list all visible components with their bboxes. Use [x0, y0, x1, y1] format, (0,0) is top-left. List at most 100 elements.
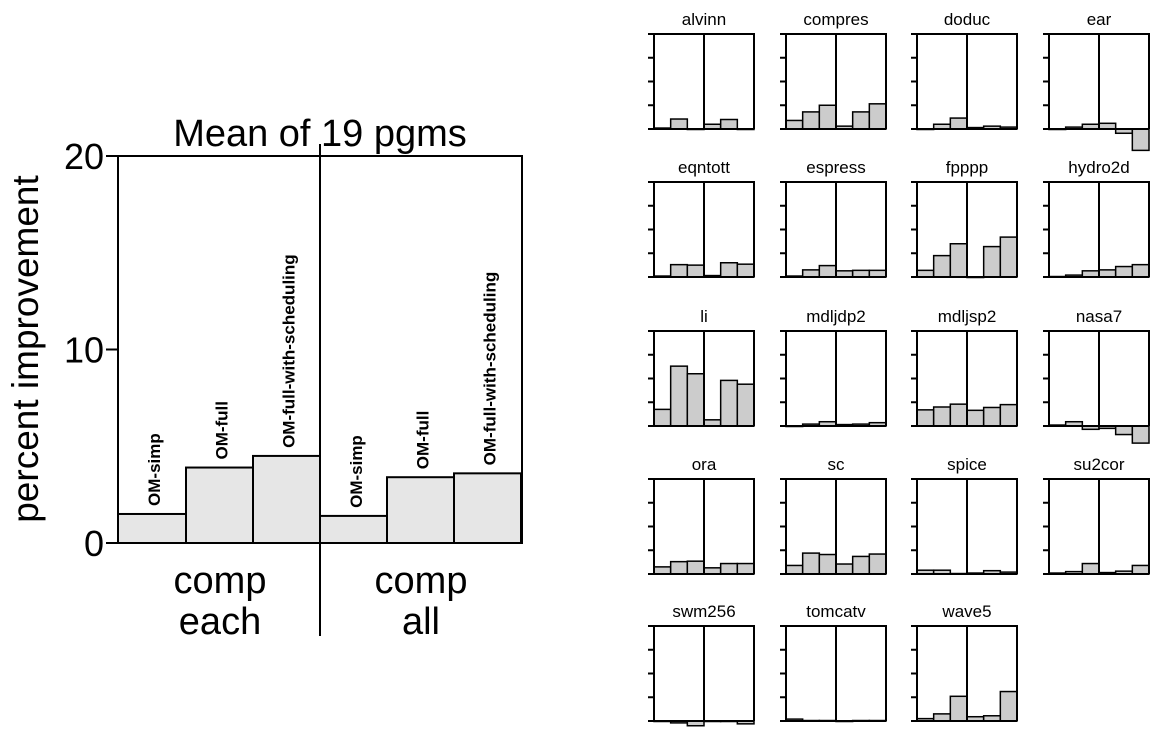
y-tick-label: 10 [64, 330, 104, 371]
panel-bar [868, 553, 887, 575]
group-label: all [402, 601, 440, 643]
panel-title: spice [947, 455, 987, 474]
panel-nasa7: nasa7 [1043, 307, 1150, 444]
bar-label: OM-simp [347, 435, 366, 508]
panel-bar [686, 264, 705, 278]
bar-label: OM-full-with-scheduling [481, 272, 500, 466]
panel-bar [818, 104, 837, 130]
panel-title: ear [1087, 10, 1112, 29]
panel-bar [669, 263, 689, 278]
panel-doduc: doduc [911, 10, 1018, 131]
panel-bar [949, 243, 968, 278]
panel-bar [932, 713, 952, 722]
panel-bar [851, 555, 871, 575]
panel-bar [999, 236, 1018, 278]
panel-bar [949, 403, 968, 427]
panel-bar [835, 563, 854, 575]
group-label: comp [375, 560, 468, 602]
bar-label: OM-full [414, 411, 433, 470]
panel-title: swm256 [672, 602, 735, 621]
panel-hydro2d: hydro2d [1043, 158, 1150, 278]
panel-title: espress [806, 158, 866, 177]
panel-bar [719, 118, 739, 130]
panel-title: doduc [944, 10, 991, 29]
panel-wave5: wave5 [911, 602, 1018, 722]
panel-bar [818, 553, 837, 575]
panel-bar [669, 560, 689, 575]
panel-bar [736, 562, 755, 575]
panel-bar [801, 111, 821, 130]
bar-label: OM-simp [145, 433, 164, 506]
panel-bar [916, 409, 935, 427]
panel-title: hydro2d [1068, 158, 1129, 177]
panel-compres: compres [780, 10, 887, 130]
panel-title: li [700, 307, 708, 326]
panel-fpppp: fpppp [911, 158, 1018, 279]
panel-bar [785, 564, 804, 575]
y-axis-ticks: 0 10 20 [64, 136, 118, 564]
group-label: comp [174, 560, 267, 602]
panel-bar [1114, 425, 1134, 436]
panel-bar [982, 245, 1002, 278]
panel-bar [686, 373, 705, 427]
panel-bar [999, 403, 1018, 427]
panel-title: su2cor [1073, 455, 1124, 474]
panel-bar [966, 409, 985, 427]
panel-mdljsp2: mdljsp2 [911, 307, 1018, 427]
panel-bar [719, 262, 739, 278]
panel-ora: ora [648, 455, 755, 575]
panel-spice: spice [911, 455, 1018, 575]
panel-bar [686, 560, 705, 575]
panel-eqntott: eqntott [648, 158, 755, 278]
panel-bar [801, 269, 821, 278]
panel-title: compres [803, 10, 868, 29]
panel-bar [949, 117, 968, 130]
panel-alvinn: alvinn [648, 10, 755, 131]
panel-bar [932, 254, 952, 278]
main-bar [252, 454, 321, 544]
panel-bar [1114, 265, 1134, 278]
panel-bar [719, 379, 739, 427]
panel-title: wave5 [941, 602, 991, 621]
panel-swm256: swm256 [648, 602, 755, 727]
panel-bar [1081, 562, 1100, 575]
panel-sc: sc [780, 455, 887, 575]
panel-bar [949, 695, 968, 722]
panel-title: nasa7 [1076, 307, 1122, 326]
panel-ear: ear [1043, 10, 1150, 152]
panel-bar [982, 406, 1002, 427]
panel-title: tomcatv [806, 602, 866, 621]
panel-title: sc [828, 455, 846, 474]
panel-title: alvinn [682, 10, 726, 29]
panel-bar [669, 365, 689, 427]
panel-bar [785, 119, 804, 130]
panel-bar [999, 690, 1018, 722]
y-tick-label: 0 [84, 523, 104, 564]
main-chart-title: Mean of 19 pgms [173, 113, 467, 155]
group-label: each [179, 601, 261, 643]
panel-bar [653, 566, 672, 575]
panel-li: li [648, 307, 755, 427]
panel-bar [1131, 564, 1150, 575]
y-axis-label: percent improvement [5, 175, 46, 523]
panel-bar [736, 263, 755, 278]
panel-tomcatv: tomcatv [780, 602, 887, 723]
panel-title: ora [692, 455, 717, 474]
panel-espress: espress [780, 158, 887, 278]
panel-bar [1098, 269, 1117, 278]
panel-title: mdljsp2 [938, 307, 997, 326]
panel-bar [932, 406, 952, 427]
panel-bar [818, 264, 837, 278]
bar-label: OM-full-with-scheduling [280, 254, 299, 448]
panel-title: eqntott [678, 158, 730, 177]
y-tick-label: 20 [64, 136, 104, 177]
panel-bar [868, 103, 887, 130]
panel-su2cor: su2cor [1043, 455, 1150, 575]
panel-bar [719, 562, 739, 575]
panel-mdljdp2: mdljdp2 [780, 307, 887, 428]
panel-bar [1131, 128, 1150, 152]
panel-bar [851, 111, 871, 130]
